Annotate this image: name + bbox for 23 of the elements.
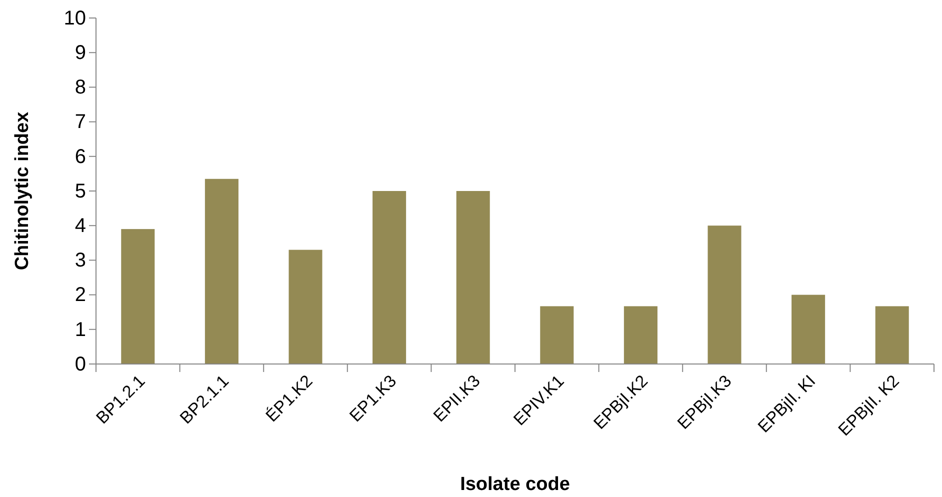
bar <box>456 191 490 364</box>
bar <box>372 191 406 364</box>
bar <box>540 306 574 364</box>
y-tick-label: 5 <box>74 180 86 202</box>
y-tick-label: 8 <box>74 76 86 99</box>
bar <box>875 306 909 364</box>
y-tick-label: 1 <box>74 318 86 341</box>
x-axis-title: Isolate code <box>460 474 570 495</box>
y-tick-label: 6 <box>74 146 86 168</box>
bar <box>792 294 826 364</box>
y-tick-label: 2 <box>74 284 86 306</box>
y-axis-title: Chitinolytic index <box>12 111 33 270</box>
y-tick-label: 4 <box>74 215 86 237</box>
y-tick-label: 10 <box>64 7 86 30</box>
y-tick-label: 9 <box>74 42 86 64</box>
bar <box>708 226 742 364</box>
y-tick-label: 0 <box>74 353 86 376</box>
y-tick-label: 3 <box>74 250 86 272</box>
bar <box>204 178 238 364</box>
bar <box>624 306 658 364</box>
y-tick-label: 7 <box>74 111 86 134</box>
bar <box>288 250 322 364</box>
bar <box>121 229 155 364</box>
